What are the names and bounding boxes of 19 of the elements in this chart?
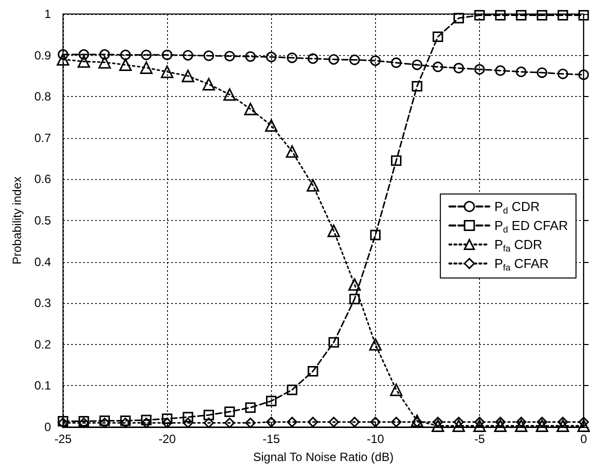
x-tick-label: -25 [54,432,72,446]
y-tick-label: 0.9 [34,48,52,62]
y-tick-label: 0.1 [34,378,52,393]
y-tick-label: 1 [44,7,52,21]
y-tick-label: 0.3 [34,296,52,310]
y-tick-label: 0.4 [34,254,52,269]
y-axis-title: Probability index [10,176,24,265]
x-tick-label: -10 [366,432,384,446]
x-tick-label: -20 [158,432,176,446]
y-tick-label: 0.6 [34,172,52,186]
x-axis-title: Signal To Noise Ratio (dB) [253,450,394,464]
y-tick-label: 0.5 [34,214,52,228]
y-tick-label: 0.7 [34,130,52,145]
x-tick-label: -5 [474,432,486,446]
x-tick-label: 0 [580,432,588,446]
y-tick-label: 0.8 [34,90,52,104]
x-tick-label: -15 [262,432,280,446]
y-tick-label: 0.2 [34,337,52,352]
y-tick-label: 0 [44,420,52,434]
